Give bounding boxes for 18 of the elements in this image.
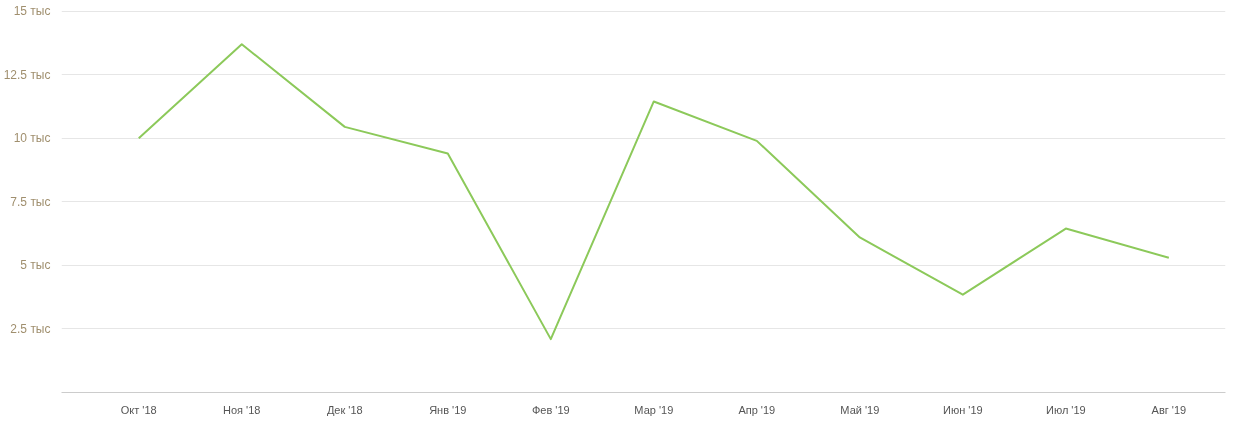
x-tick-label: Май '19 bbox=[840, 403, 880, 416]
y-tick-label: 2.5 тыс bbox=[10, 321, 51, 336]
x-tick-label: Июн '19 bbox=[943, 403, 983, 416]
x-tick-label: Мар '19 bbox=[634, 403, 674, 416]
y-tick-label: 12.5 тыс bbox=[3, 67, 51, 82]
x-tick-label: Ноя '18 bbox=[223, 403, 261, 416]
y-tick-label: 10 тыс bbox=[13, 131, 51, 146]
y-tick-label: 7.5 тыс bbox=[10, 194, 51, 209]
x-tick-label: Дек '18 bbox=[326, 403, 363, 416]
x-tick-label: Окт '18 bbox=[120, 403, 157, 416]
y-tick-label: 15 тыс bbox=[13, 4, 51, 19]
x-tick-label: Авг '19 bbox=[1151, 403, 1187, 416]
x-tick-label: Апр '19 bbox=[738, 403, 776, 416]
x-tick-label: Янв '19 bbox=[429, 403, 467, 416]
x-tick-label: Фев '19 bbox=[531, 403, 570, 416]
x-tick-label: Июл '19 bbox=[1045, 403, 1086, 416]
y-tick-label: 5 тыс bbox=[20, 258, 51, 273]
line-series bbox=[137, 43, 1170, 341]
